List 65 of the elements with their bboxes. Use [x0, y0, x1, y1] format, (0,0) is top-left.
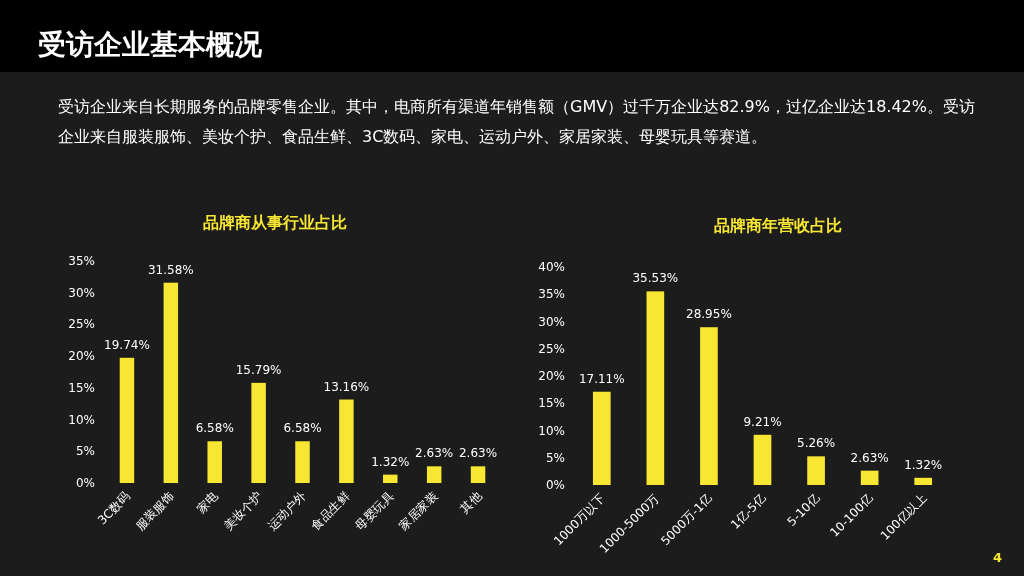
y-tick-label: 0% [75, 476, 95, 490]
bar [383, 474, 398, 483]
y-tick-label: 15% [538, 396, 565, 411]
data-label: 2.63% [415, 446, 454, 461]
data-label: 6.58% [195, 421, 234, 436]
x-tick-label: 100亿以上 [877, 491, 930, 543]
data-label: 9.21% [743, 414, 782, 429]
y-tick-label: 0% [545, 478, 565, 492]
x-tick-label: 运动户外 [264, 489, 309, 534]
bar [860, 470, 879, 485]
x-tick-label: 美妆个护 [220, 489, 265, 534]
y-tick-label: 10% [538, 423, 565, 438]
y-tick-label: 35% [68, 254, 95, 268]
bar [700, 327, 718, 485]
bar [426, 466, 442, 483]
x-tick-label: 母婴玩具 [352, 489, 397, 534]
text: 受访企业来自长期服务的品牌零售企业。其中，电商所有渠道年销售额（GMV）过千万企业达82.9%，过亿企业达18.42%。受访企业来自服装服饰、美妆个护、食品生鲜、3C数码、家电、运动户外、家居家装、母婴玩具等赛道。 [58, 96, 976, 148]
data-label: 5.26% [797, 436, 836, 451]
bar [753, 434, 772, 485]
data-label: 15.79% [235, 362, 282, 377]
data-label: 1.32% [371, 454, 410, 469]
bar [339, 399, 354, 483]
data-label: 17.11% [578, 371, 625, 386]
y-tick-label: 30% [68, 285, 95, 300]
bar [807, 456, 825, 485]
x-tick-label: 1亿-5亿 [727, 491, 769, 532]
bar [646, 291, 665, 485]
bar [207, 441, 222, 483]
x-tick-label: 其他 [457, 489, 485, 517]
x-tick-label: 服装服饰 [133, 489, 177, 534]
y-tick-label: 5% [75, 444, 95, 459]
y-tick-label: 5% [545, 450, 565, 465]
y-tick-label: 30% [538, 314, 565, 329]
bar [251, 382, 266, 483]
bar [163, 282, 179, 483]
y-tick-label: 20% [68, 349, 95, 364]
y-tick-label: 25% [68, 317, 95, 332]
y-tick-label: 35% [538, 287, 565, 302]
data-label: 6.58% [283, 421, 322, 436]
bar [592, 391, 611, 485]
data-label: 2.63% [850, 450, 889, 465]
y-tick-label: 40% [538, 260, 565, 274]
x-tick-label: 3C数码 [94, 489, 134, 528]
data-label: 19.74% [104, 337, 150, 352]
bar [119, 357, 135, 483]
data-label: 31.58% [147, 262, 194, 277]
chart-title: 品牌商从事行业占比 [203, 213, 347, 232]
y-tick-label: 20% [538, 369, 565, 383]
y-tick-label: 15% [68, 380, 95, 395]
data-label: 2.63% [458, 446, 498, 461]
x-tick-label: 食品生鲜 [308, 489, 353, 534]
x-tick-label: 家电 [193, 489, 221, 517]
text: 受访企业基本概况 [38, 28, 263, 61]
bar [295, 441, 310, 483]
data-label: 35.53% [632, 271, 679, 286]
chart-title: 品牌商年营收占比 [714, 216, 842, 235]
text: 4 [992, 550, 1002, 565]
data-label: 28.95% [686, 307, 732, 322]
y-tick-label: 10% [68, 412, 95, 427]
y-tick-label: 25% [538, 341, 565, 356]
bar [470, 466, 486, 483]
data-label: 13.16% [323, 379, 370, 394]
bar [914, 477, 933, 485]
data-label: 1.32% [904, 457, 943, 472]
x-tick-label: 家居家装 [396, 489, 441, 534]
